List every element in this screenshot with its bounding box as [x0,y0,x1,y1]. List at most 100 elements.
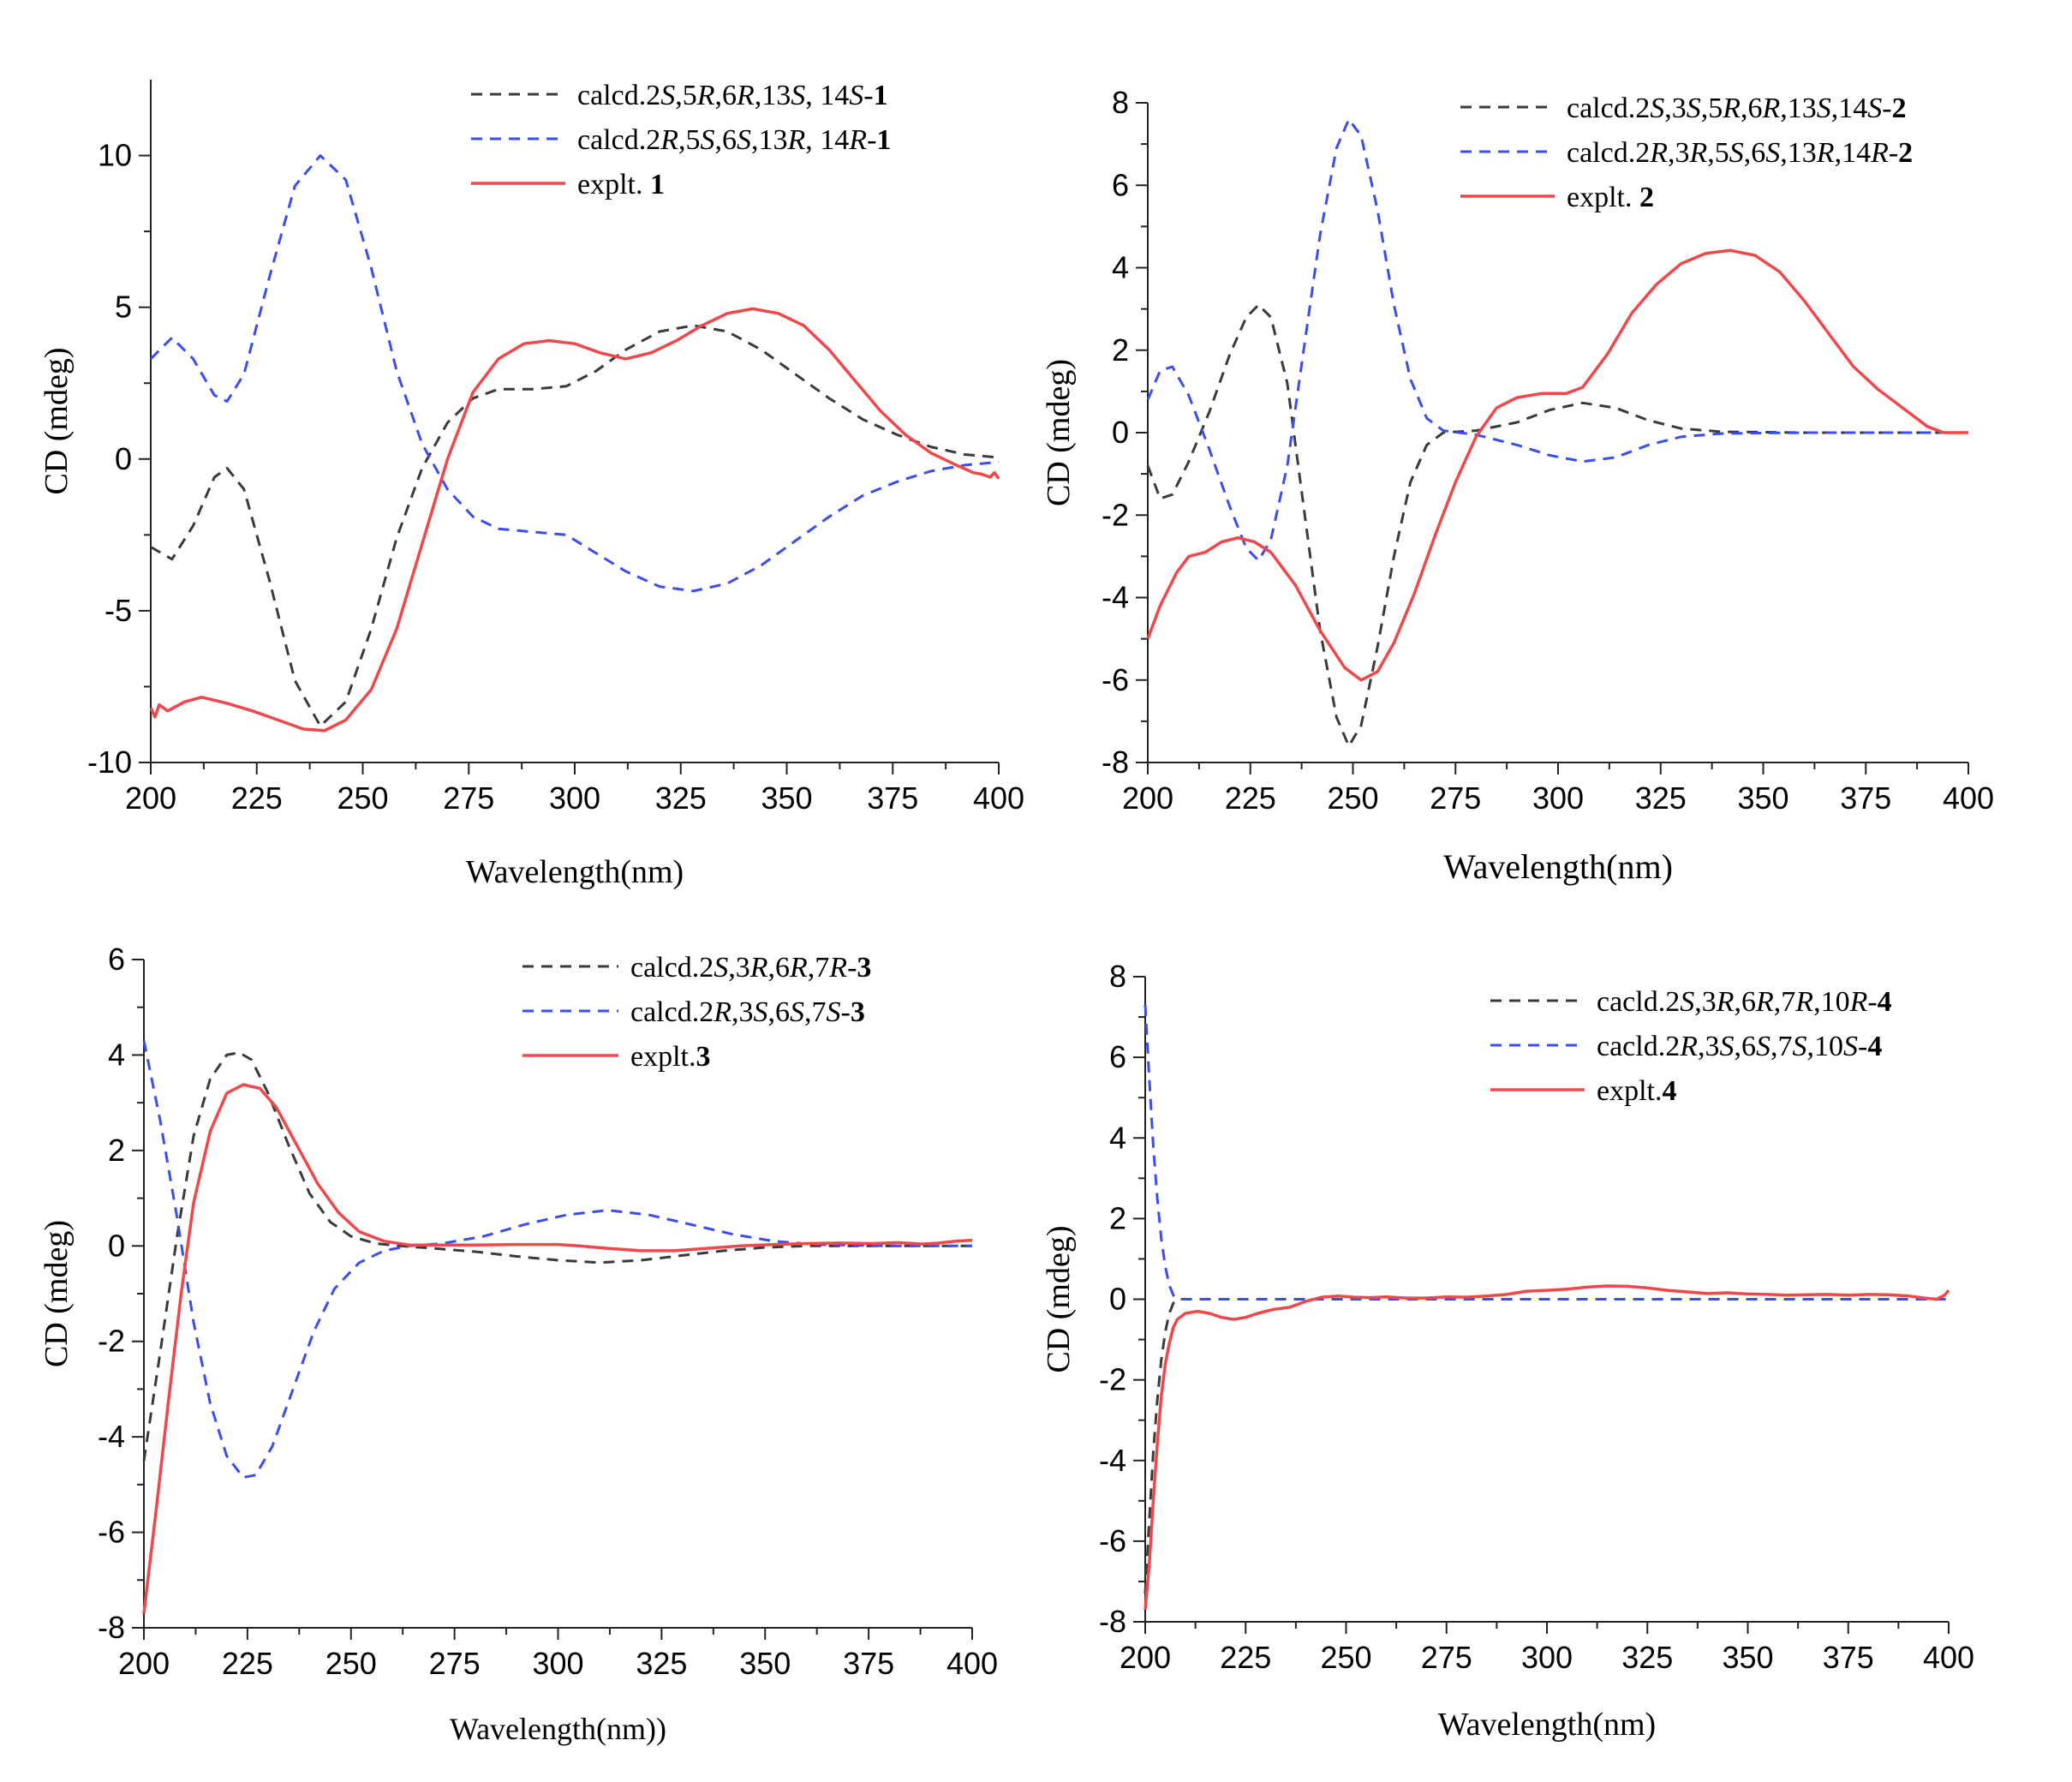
y-tick-label: 0 [108,1228,125,1263]
y-tick-label: 4 [108,1037,125,1072]
cd-panel-compound-3: 200 225 250 275 300 325 350 375 400 -8 -6 -4 -2 0 2 4 6 W… [39,942,998,1746]
legend-label-3: explt.3 [630,1041,710,1073]
x-tick-label: 275 [429,1646,481,1681]
y-tick-label: -2 [1102,497,1129,532]
y-tick-label: -4 [1099,1443,1126,1478]
x-axis-label: Wavelength(nm) [1438,1707,1656,1743]
x-tick-label: 400 [1923,1640,1974,1675]
legend-label-1: cacld.2S,3R,6R,7R,10R-4 [1597,986,1892,1018]
series-line-1 [1143,1298,1949,1594]
y-tick-label: 10 [98,138,132,173]
y-tick-label: 6 [1109,1039,1126,1074]
y-tick-label: -4 [1102,580,1129,615]
y-tick-label: -10 [87,744,132,780]
x-tick-label: 350 [1722,1640,1773,1675]
cd-panel-compound-1: 200 225 250 275 300 325 350 375 400 -10 -5 0 5 10 Wave… [39,80,1024,890]
legend-label-1: calcd.2S,3S,5R,6R,13S,14S-2 [1567,93,1907,124]
x-tick-label: 300 [1532,780,1584,816]
x-tick-label: 300 [1521,1640,1573,1675]
y-tick-label: 0 [1112,415,1129,450]
series-line-1 [142,1051,972,1462]
y-axis-label: CD (mdeg) [1041,1225,1077,1372]
x-tick-label: 225 [231,780,283,816]
y-tick-label: -4 [98,1419,125,1454]
x-tick-label: 250 [1327,780,1378,816]
x-tick-label: 200 [1122,780,1173,816]
x-tick-label: 200 [1120,1640,1171,1675]
x-tick-label: 375 [867,780,918,816]
x-tick-label: 325 [636,1646,687,1681]
x-tick-label: 400 [946,1646,998,1681]
y-tick-label: 0 [115,441,132,476]
x-tick-label: 250 [1320,1640,1371,1675]
series-line-3 [1143,1284,1950,1611]
x-tick-label: 225 [1225,780,1276,816]
legend-label-2: calcd.2R,3R,5S,6S,13R,14R-2 [1567,137,1913,169]
x-tick-label: 300 [549,780,600,816]
series-line-3 [1146,248,1968,682]
x-tick-label: 300 [532,1646,583,1681]
legend-label-3: explt. 1 [577,169,665,200]
series-line-2 [142,1040,972,1479]
series-line-2 [1143,1004,1949,1301]
x-tick-label: 350 [1737,780,1788,816]
y-tick-label: 5 [115,290,132,325]
y-tick-label: -8 [98,1610,125,1645]
y-axis-label: CD (mdeg) [1041,359,1077,506]
x-tick-label: 325 [1635,780,1687,816]
y-axis-label: CD (mdeg) [39,1220,75,1367]
y-tick-label: -2 [98,1324,125,1359]
y-tick-label: 2 [1112,332,1129,368]
x-tick-label: 275 [443,780,494,816]
x-tick-label: 275 [1421,1640,1472,1675]
x-tick-label: 325 [1621,1640,1673,1675]
y-tick-label: 8 [1109,959,1126,994]
cd-panel-compound-4: 200 225 250 275 300 325 350 375 400 -8 -6 -4 -2 0 2 4 6 8… [1041,959,1974,1743]
x-tick-label: 275 [1430,780,1481,816]
y-tick-label: 2 [108,1133,125,1168]
x-tick-label: 250 [325,1646,377,1681]
x-tick-label: 350 [739,1646,791,1681]
y-tick-label: 2 [1109,1200,1126,1235]
legend-label-2: calcd.2R,3S,6S,7S-3 [630,996,865,1028]
x-tick-label: 325 [655,780,707,816]
y-tick-label: 4 [1109,1120,1126,1155]
x-tick-label: 200 [125,780,176,816]
x-axis-label: Wavelength(nm)) [450,1712,666,1746]
series-line-1 [1146,303,1968,748]
x-axis-label: Wavelength(nm) [1443,847,1673,886]
x-tick-label: 225 [222,1646,273,1681]
y-axis-label: CD (mdeg) [39,347,75,494]
legend-label-3: explt. 2 [1567,182,1654,213]
y-tick-label: -6 [98,1515,125,1550]
legend-label-3: explt.4 [1597,1075,1676,1107]
y-tick-label: 4 [1112,250,1129,285]
series-line-2 [149,154,1000,593]
y-tick-label: 6 [1112,167,1129,202]
x-axis-label: Wavelength(nm) [466,854,684,890]
series-line-3 [142,1083,973,1614]
y-tick-label: -6 [1099,1523,1126,1558]
x-tick-label: 350 [761,780,812,816]
y-tick-label: 6 [108,942,125,977]
y-tick-label: -6 [1102,662,1129,697]
y-tick-label: -8 [1099,1604,1126,1639]
series-line-1 [150,324,1000,727]
series-line-3 [149,307,1000,733]
x-tick-label: 400 [1943,780,1994,816]
x-tick-label: 375 [1823,1640,1874,1675]
y-tick-label: 8 [1112,85,1129,120]
x-tick-label: 375 [1840,780,1891,816]
x-tick-label: 250 [337,780,388,816]
x-tick-label: 400 [973,780,1024,816]
cd-panel-compound-2: 200 225 250 275 300 325 350 375 400 -8 -6 -4 -2 0 2 4 6 8… [1041,85,1994,886]
series-line-2 [1146,117,1968,562]
x-tick-label: 375 [843,1646,894,1681]
y-tick-label: -2 [1099,1362,1126,1397]
x-tick-label: 200 [118,1646,170,1681]
x-tick-label: 225 [1220,1640,1271,1675]
y-tick-label: 0 [1109,1282,1126,1317]
legend-label-1: calcd.2S,3R,6R,7R-3 [630,952,871,984]
y-tick-label: -8 [1102,744,1129,780]
